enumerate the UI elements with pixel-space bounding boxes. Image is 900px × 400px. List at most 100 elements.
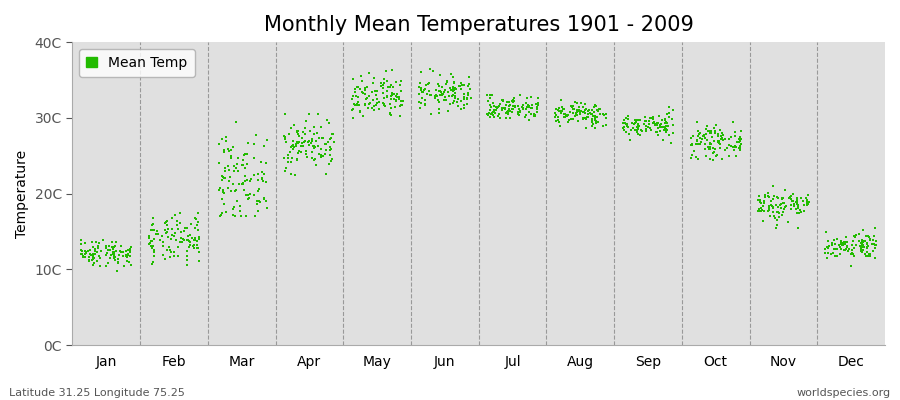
- Point: [120, 258, 134, 264]
- Point: [238, 173, 252, 179]
- Point: [212, 141, 227, 147]
- Point: [576, 116, 590, 122]
- Point: [665, 122, 680, 128]
- Point: [464, 95, 478, 102]
- Point: [482, 110, 496, 116]
- Point: [495, 106, 509, 113]
- Point: [380, 88, 394, 94]
- Point: [86, 262, 100, 268]
- Point: [370, 100, 384, 106]
- Point: [618, 115, 633, 122]
- Point: [416, 88, 430, 95]
- Point: [77, 251, 92, 257]
- Point: [348, 92, 363, 99]
- Point: [187, 235, 202, 241]
- Point: [307, 156, 321, 163]
- Point: [833, 238, 848, 244]
- Point: [521, 102, 535, 108]
- Point: [622, 130, 636, 137]
- Point: [286, 146, 301, 152]
- Point: [291, 128, 305, 134]
- Point: [624, 127, 638, 134]
- Point: [284, 171, 298, 178]
- Point: [290, 129, 304, 135]
- Point: [704, 130, 718, 136]
- Point: [507, 95, 521, 101]
- Point: [442, 93, 456, 99]
- Point: [854, 240, 868, 246]
- Point: [589, 117, 603, 123]
- Point: [353, 108, 367, 114]
- Point: [529, 101, 544, 108]
- Point: [293, 143, 308, 150]
- Point: [525, 102, 539, 108]
- Point: [840, 243, 854, 250]
- Point: [580, 114, 595, 120]
- Point: [729, 144, 743, 150]
- Point: [662, 132, 677, 138]
- Point: [711, 131, 725, 137]
- Point: [766, 209, 780, 216]
- Point: [243, 178, 257, 184]
- Point: [832, 242, 846, 248]
- Point: [646, 116, 661, 122]
- Point: [700, 123, 715, 130]
- Point: [422, 80, 436, 86]
- Point: [616, 125, 630, 131]
- Point: [145, 245, 159, 252]
- Point: [707, 128, 722, 134]
- Point: [90, 249, 104, 256]
- Point: [486, 112, 500, 119]
- Point: [435, 91, 449, 97]
- Point: [557, 106, 572, 112]
- Point: [463, 80, 477, 87]
- Point: [175, 239, 189, 245]
- Point: [662, 110, 676, 116]
- Point: [581, 111, 596, 118]
- Point: [585, 122, 599, 129]
- Point: [439, 81, 454, 88]
- Point: [855, 242, 869, 248]
- Point: [350, 101, 365, 108]
- Point: [377, 101, 392, 107]
- Point: [547, 114, 562, 120]
- Point: [393, 98, 408, 104]
- Point: [259, 178, 274, 185]
- Point: [432, 88, 446, 94]
- Point: [461, 92, 475, 99]
- Point: [665, 130, 680, 136]
- Point: [835, 240, 850, 246]
- Point: [684, 142, 698, 149]
- Point: [662, 114, 676, 121]
- Point: [453, 83, 467, 90]
- Point: [87, 246, 102, 252]
- Point: [302, 142, 316, 148]
- Point: [176, 236, 190, 242]
- Point: [576, 104, 590, 110]
- Point: [304, 138, 319, 144]
- Point: [638, 118, 652, 124]
- Point: [770, 208, 784, 215]
- Point: [499, 102, 513, 108]
- Point: [520, 104, 535, 110]
- Point: [597, 112, 611, 118]
- Point: [590, 114, 604, 120]
- Point: [593, 110, 608, 117]
- Point: [446, 100, 461, 106]
- Point: [365, 88, 380, 95]
- Point: [247, 155, 261, 162]
- Point: [714, 133, 728, 140]
- Point: [78, 253, 93, 260]
- Point: [841, 248, 855, 254]
- Point: [697, 132, 711, 138]
- Point: [74, 251, 88, 257]
- Point: [770, 217, 784, 223]
- Point: [781, 218, 796, 225]
- Point: [495, 98, 509, 104]
- Point: [187, 245, 202, 251]
- Point: [659, 123, 673, 129]
- Point: [304, 136, 319, 142]
- Point: [309, 138, 323, 144]
- Point: [388, 104, 402, 110]
- Point: [286, 138, 301, 145]
